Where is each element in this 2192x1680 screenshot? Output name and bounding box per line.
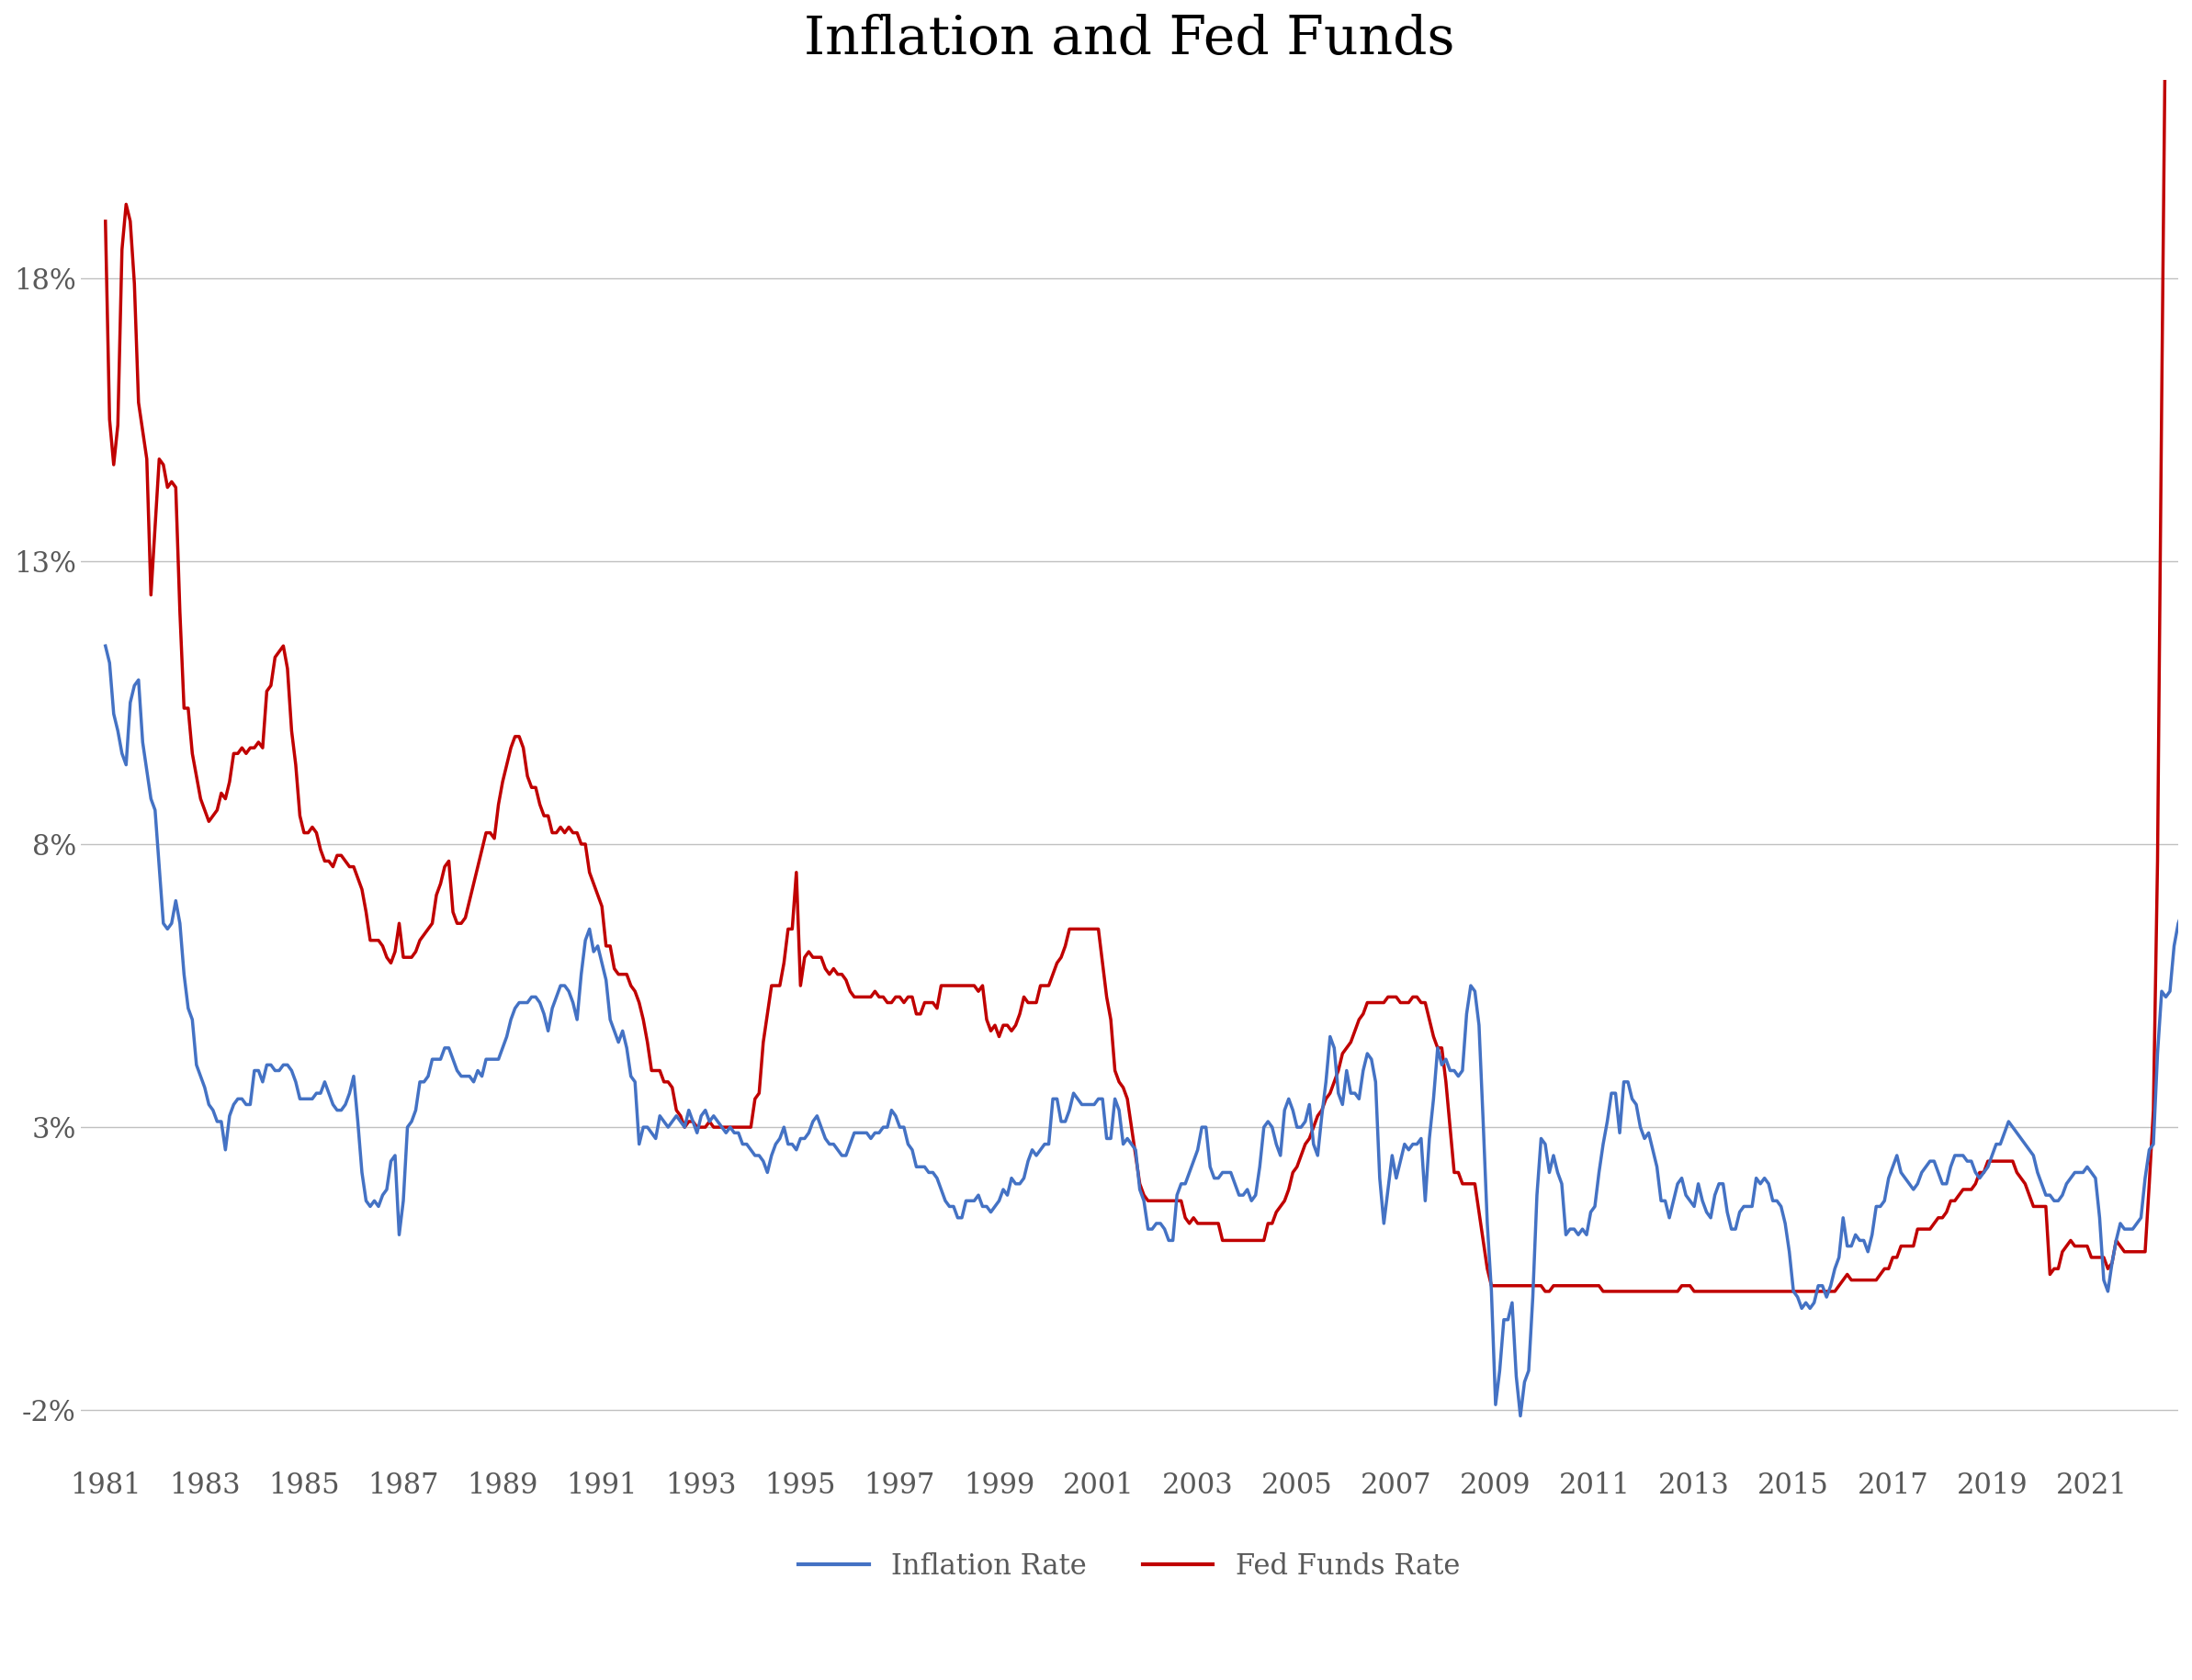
Title: Inflation and Fed Funds: Inflation and Fed Funds <box>804 13 1455 66</box>
Legend: Inflation Rate, Fed Funds Rate: Inflation Rate, Fed Funds Rate <box>787 1541 1471 1591</box>
